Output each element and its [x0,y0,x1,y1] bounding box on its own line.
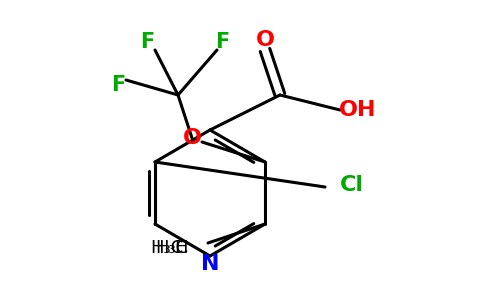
Text: N: N [201,254,219,274]
Text: F: F [215,32,229,52]
Text: OH: OH [339,100,377,120]
Text: H: H [175,239,188,257]
Text: H₃C: H₃C [150,239,183,257]
Text: F: F [111,75,125,95]
Text: Cl: Cl [340,175,364,195]
Text: O: O [256,30,274,50]
Text: H₃C: H₃C [155,239,188,257]
Text: O: O [182,128,201,148]
Text: F: F [140,32,154,52]
